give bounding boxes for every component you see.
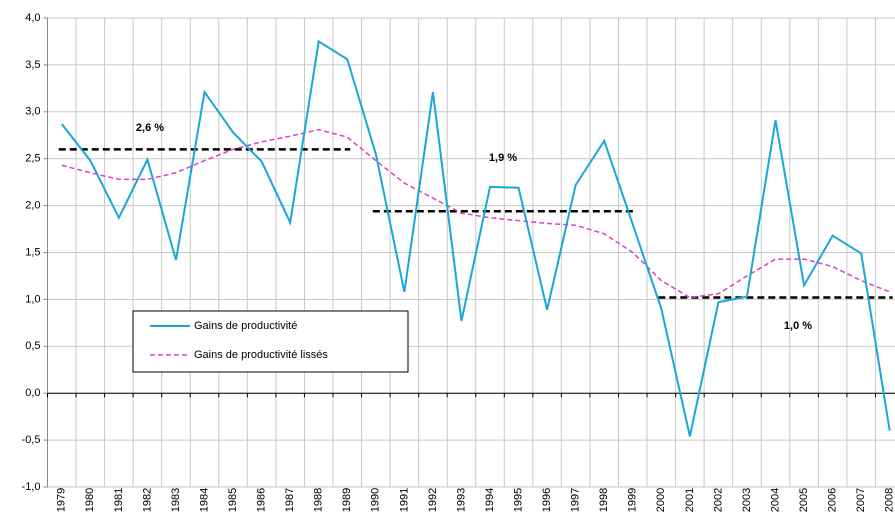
x-tick-label: 1992 [427, 488, 439, 512]
y-tick-label: 3,0 [25, 106, 40, 118]
y-tick-label: 2,5 [25, 153, 40, 165]
y-tick-label: 0,0 [25, 387, 40, 399]
x-tick-label: 1998 [598, 488, 610, 512]
x-tick-label: 2003 [741, 488, 753, 512]
x-tick-label: 1990 [370, 488, 382, 512]
x-tick-label: 2006 [827, 488, 839, 512]
x-tick-label: 1987 [284, 488, 296, 512]
x-tick-label: 1994 [484, 488, 496, 512]
x-tick-label: 2005 [798, 488, 810, 512]
x-tick-label: 2000 [655, 488, 667, 512]
y-tick-label: 1,0 [25, 293, 40, 305]
x-tick-label: 2001 [684, 488, 696, 512]
x-tick-label: 1981 [113, 488, 125, 512]
average-label: 1,0 % [784, 320, 812, 332]
x-tick-label: 2002 [712, 488, 724, 512]
x-tick-label: 1986 [256, 488, 268, 512]
x-tick-label: 1979 [56, 488, 68, 512]
x-tick-label: 1980 [84, 488, 96, 512]
y-tick-label: 1,5 [25, 246, 40, 258]
y-tick-label: 4,0 [25, 12, 40, 24]
x-tick-label: 1983 [170, 488, 182, 512]
y-tick-label: 0,5 [25, 340, 40, 352]
x-tick-label: 1982 [141, 488, 153, 512]
x-tick-label: 1985 [227, 488, 239, 512]
average-label: 2,6 % [136, 122, 164, 134]
x-tick-label: 1984 [198, 488, 210, 512]
x-tick-label: 1988 [313, 488, 325, 512]
x-tick-label: 1997 [570, 488, 582, 512]
legend-label: Gains de productivité lissés [194, 349, 328, 361]
x-tick-label: 1995 [512, 488, 524, 512]
x-tick-label: 2008 [884, 488, 895, 512]
average-label: 1,9 % [489, 152, 517, 164]
y-tick-label: -1,0 [22, 481, 41, 493]
y-tick-label: -0,5 [22, 434, 41, 446]
y-tick-label: 2,0 [25, 200, 40, 212]
x-tick-label: 2004 [769, 488, 781, 512]
x-tick-label: 1996 [541, 488, 553, 512]
x-tick-label: 2007 [855, 488, 867, 512]
legend-label: Gains de productivité [194, 320, 297, 332]
x-tick-label: 1993 [455, 488, 467, 512]
y-tick-label: 3,5 [25, 59, 40, 71]
x-tick-label: 1991 [398, 488, 410, 512]
legend-box [132, 310, 409, 373]
series-line [60, 39, 891, 437]
x-tick-label: 1999 [627, 488, 639, 512]
x-tick-label: 1989 [341, 488, 353, 512]
